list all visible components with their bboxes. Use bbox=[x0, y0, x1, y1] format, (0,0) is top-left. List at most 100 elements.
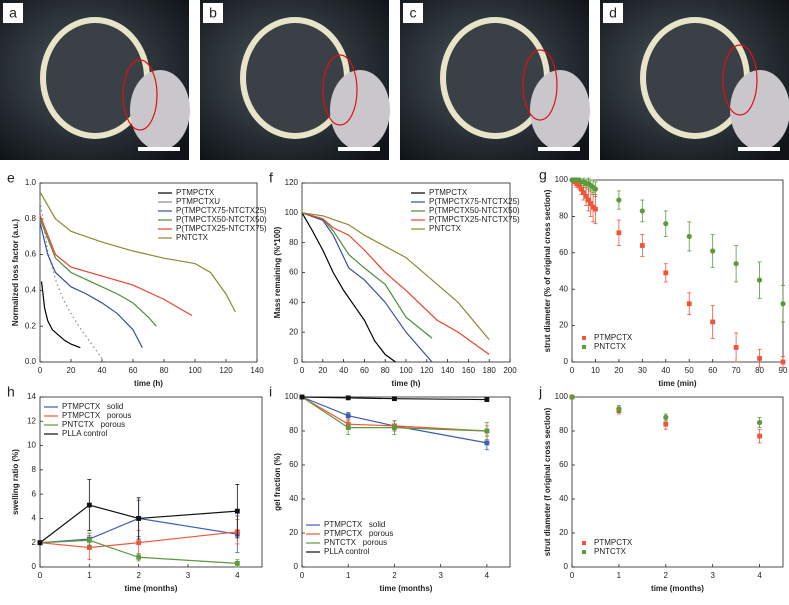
point bbox=[756, 419, 763, 426]
x-tick-label: 1 bbox=[87, 571, 92, 580]
point bbox=[136, 516, 142, 521]
point bbox=[345, 413, 351, 419]
x-tick-label: 50 bbox=[685, 366, 694, 375]
panel-label: c bbox=[410, 5, 417, 21]
y-tick-label: 40 bbox=[559, 284, 568, 293]
photo: b bbox=[200, 0, 390, 160]
point bbox=[581, 190, 587, 196]
plot-frame bbox=[39, 396, 263, 568]
x-tick-label: 160 bbox=[462, 366, 476, 375]
panel-label: i bbox=[269, 384, 272, 400]
photo-strut bbox=[530, 70, 590, 150]
x-tick-label: 60 bbox=[360, 366, 369, 375]
x-tick-label: 0 bbox=[570, 366, 575, 375]
y-tick-label: 0.2 bbox=[25, 321, 37, 330]
point bbox=[616, 197, 622, 203]
legend-label: PNTCTX porous bbox=[62, 420, 125, 429]
point bbox=[484, 440, 490, 446]
point bbox=[234, 560, 240, 566]
legend-swatch bbox=[582, 550, 586, 554]
x-tick-label: 2 bbox=[664, 571, 669, 580]
x-tick-label: 4 bbox=[235, 571, 240, 580]
x-axis-label: time (min) bbox=[658, 379, 697, 388]
series-line bbox=[39, 191, 236, 313]
y-tick-label: 0.8 bbox=[25, 214, 37, 223]
photo: c bbox=[400, 0, 590, 160]
series-line bbox=[301, 396, 487, 432]
point bbox=[299, 394, 305, 400]
legend-label: PNTCTX bbox=[594, 342, 627, 351]
chart: f 0 20 40 60 80 100 120 0 20 40 60 80 100 120 140 160 180… bbox=[269, 170, 520, 388]
y-tick-label: 2 bbox=[32, 538, 37, 547]
y-tick-label: 80 bbox=[559, 426, 568, 435]
x-tick-label: 40 bbox=[661, 366, 670, 375]
y-tick-label: 40 bbox=[289, 297, 298, 306]
panel-label: g bbox=[539, 167, 547, 183]
y-axis-label: Normalized loss factor (a.u.) bbox=[11, 219, 20, 326]
legend-label: PTMPCTX bbox=[594, 538, 633, 547]
point bbox=[686, 233, 692, 240]
legend-label: PTMPCTX bbox=[594, 333, 633, 342]
legend-label: P(TMPCTX75-NTCTX25) bbox=[176, 206, 267, 215]
x-tick-label: 70 bbox=[732, 366, 741, 375]
chart: e 0.0 0.2 0.4 0.6 0.8 1.0 0 20 40 60 80 100 120 140 tim… bbox=[7, 170, 267, 388]
y-tick-label: 1.0 bbox=[25, 178, 37, 187]
y-tick-label: 14 bbox=[27, 392, 36, 401]
y-axis-label: strut diameter (f original cross section… bbox=[543, 407, 552, 556]
legend-label: PTMPCTX solid bbox=[62, 402, 123, 411]
legend-label: PNTCTX porous bbox=[324, 538, 387, 547]
photo-strut bbox=[730, 70, 789, 150]
series-line bbox=[301, 212, 433, 339]
point bbox=[37, 540, 43, 546]
x-tick-label: 40 bbox=[98, 366, 107, 375]
y-tick-label: 12 bbox=[27, 416, 36, 425]
legend-swatch bbox=[582, 336, 586, 340]
plot-frame bbox=[301, 396, 511, 568]
panel-label-box bbox=[3, 3, 23, 23]
legend-label: PTMPCTXU bbox=[176, 197, 220, 206]
y-tick-label: 60 bbox=[289, 268, 298, 277]
photo-highlight bbox=[722, 44, 758, 116]
point bbox=[592, 186, 599, 192]
x-tick-label: 20 bbox=[614, 366, 623, 375]
legend-swatch bbox=[582, 345, 586, 349]
y-tick-label: 0 bbox=[294, 357, 299, 366]
series-line bbox=[39, 504, 238, 544]
x-axis-label: time (h) bbox=[392, 379, 421, 388]
point bbox=[663, 421, 669, 427]
panel-label: d bbox=[609, 5, 617, 21]
panel-label-box bbox=[403, 3, 423, 23]
y-tick-label: 40 bbox=[559, 494, 568, 503]
y-tick-label: 60 bbox=[289, 460, 298, 469]
series-line bbox=[39, 218, 157, 327]
y-tick-label: 100 bbox=[285, 208, 299, 217]
y-tick-label: 80 bbox=[289, 426, 298, 435]
point bbox=[136, 540, 142, 546]
point bbox=[616, 230, 622, 236]
series-line bbox=[301, 212, 490, 341]
x-tick-label: 60 bbox=[708, 366, 717, 375]
legend-label: PNTCTX bbox=[176, 233, 209, 242]
panel-label: a bbox=[9, 5, 17, 21]
point bbox=[234, 508, 240, 514]
legend-label: P(TMPCTX25-NTCTX75) bbox=[176, 224, 267, 233]
y-tick-label: 0 bbox=[564, 562, 569, 571]
y-tick-label: 80 bbox=[559, 212, 568, 221]
legend: PTMPCTXPTMPCTXUP(TMPCTX75-NTCTX25)P(TMPC… bbox=[158, 188, 267, 242]
scale-bar bbox=[338, 147, 380, 151]
point bbox=[639, 243, 645, 248]
point bbox=[484, 428, 490, 434]
point bbox=[345, 395, 351, 401]
chart: j 0 20 40 60 80 100 0 1 2 3 4 time (months) strut dia… bbox=[538, 384, 784, 593]
x-tick-label: 180 bbox=[483, 366, 497, 375]
x-tick-label: 1 bbox=[346, 571, 351, 580]
x-axis-label: time (h) bbox=[134, 379, 163, 388]
x-tick-label: 1 bbox=[617, 571, 622, 580]
chart: g 0 20 40 60 80 100 0 10 20 30 40 50 60 70 80 90 time (mi… bbox=[539, 167, 788, 388]
photo: d bbox=[600, 0, 789, 160]
x-tick-label: 2 bbox=[136, 571, 141, 580]
